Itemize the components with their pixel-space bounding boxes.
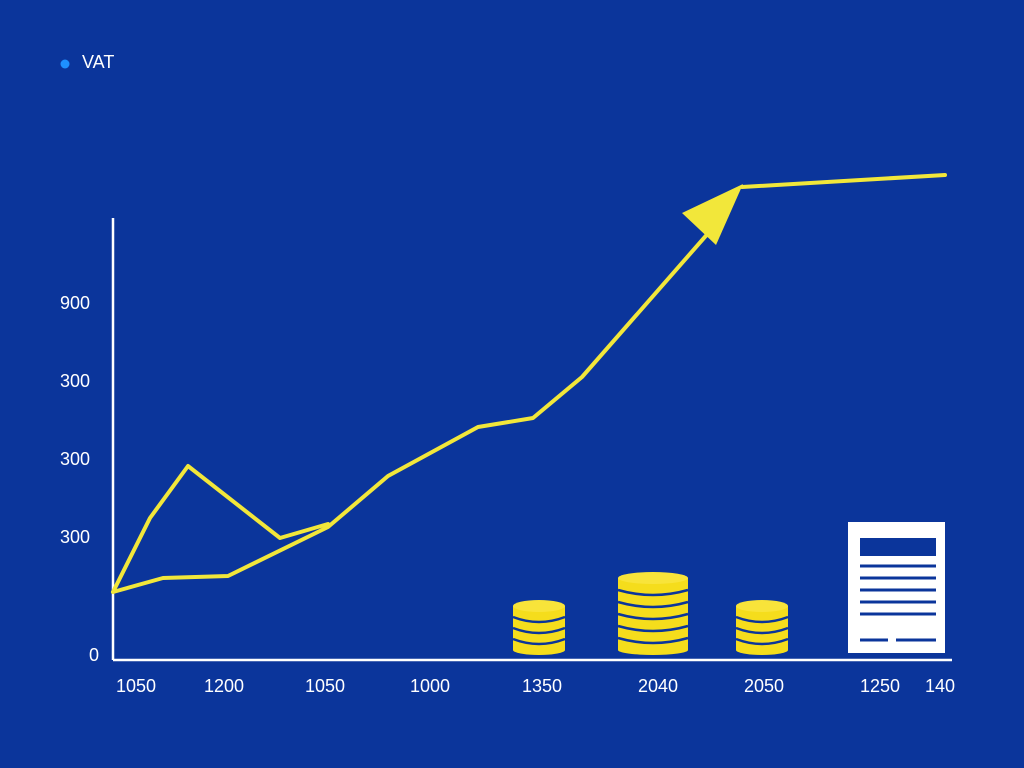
coin-separator — [735, 626, 789, 635]
y-tick-label: 300 — [60, 527, 90, 547]
y-tick-label: 300 — [60, 371, 90, 391]
coin-separator — [617, 588, 689, 597]
coin-separator — [617, 636, 689, 645]
x-tick-label: 1050 — [116, 676, 156, 696]
x-tick-label: 1200 — [204, 676, 244, 696]
trend-line — [740, 173, 947, 189]
coin-separator — [512, 626, 566, 635]
y-tick-label: 0 — [89, 645, 99, 665]
coin-separator — [735, 615, 789, 624]
coin-stack — [618, 578, 688, 650]
coin-stacks — [512, 572, 789, 655]
arrow-head — [682, 184, 743, 245]
x-tick-label: 1000 — [410, 676, 450, 696]
trend-line — [111, 464, 330, 594]
coin-top — [736, 600, 788, 612]
coin-bottom — [736, 645, 788, 655]
coin-bottom — [513, 645, 565, 655]
coin-separator — [617, 612, 689, 621]
coin-top — [618, 572, 688, 584]
coin-separator — [512, 637, 566, 646]
legend-dot — [60, 59, 70, 69]
trend-line — [111, 220, 720, 594]
x-tick-label: 140 — [925, 676, 955, 696]
x-tick-label: 1050 — [305, 676, 345, 696]
coin-separator — [617, 600, 689, 609]
legend-label: VAT — [82, 52, 114, 72]
document-icon — [848, 522, 945, 653]
coin-bottom — [618, 645, 688, 655]
x-tick-label: 2040 — [638, 676, 678, 696]
x-tick-label: 2050 — [744, 676, 784, 696]
y-tick-label: 900 — [60, 293, 90, 313]
coin-top — [513, 600, 565, 612]
document-header — [860, 538, 936, 556]
x-tick-label: 1250 — [860, 676, 900, 696]
coin-separator — [735, 637, 789, 646]
coin-separator — [617, 624, 689, 633]
y-tick-label: 300 — [60, 449, 90, 469]
coin-separator — [512, 615, 566, 624]
x-tick-label: 1350 — [522, 676, 562, 696]
